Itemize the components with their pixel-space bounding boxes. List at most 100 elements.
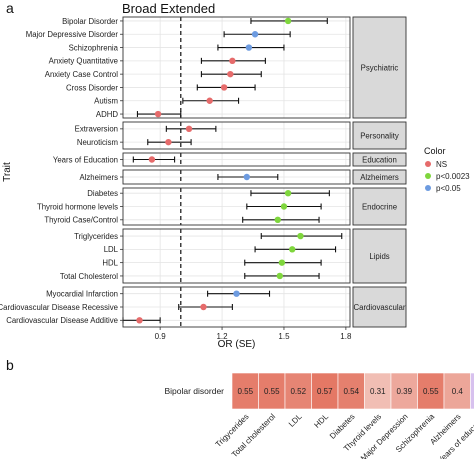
plot-panel-bg-personality	[123, 122, 350, 149]
point-major-depressive-disorder	[251, 31, 259, 38]
y-tick-label-total-cholesterol: Total Cholesterol	[60, 272, 118, 281]
point-neuroticism	[165, 138, 172, 146]
y-tick-label-diabetes: Diabetes	[87, 189, 118, 198]
heatmap-row-label: Bipolar disorder	[164, 386, 224, 396]
point-cardiovascular-disease-recessive	[200, 303, 207, 311]
heatmap-value-total-cholesterol: 0.55	[264, 387, 280, 396]
y-tick-label-cross-disorder: Cross Disorder	[66, 83, 118, 92]
plot-panel-border-lipids	[122, 228, 351, 284]
plot-panel-border-personality	[122, 121, 351, 150]
point-schizophrenia	[245, 44, 253, 51]
heatmap-cell-diabetes	[337, 372, 365, 410]
point-total-cholesterol	[276, 272, 284, 280]
y-tick-label-myocardial-infarction: Myocardial Infarction	[46, 290, 118, 299]
facet-strip-endocrine	[352, 187, 407, 226]
y-tick-label-years-of-education: Years of Education	[53, 155, 118, 164]
y-axis-label: Trait	[2, 162, 13, 182]
y-tick-label-triglycerides: Triglycerides	[74, 232, 118, 241]
heatmap-value-thyroid-levels: 0.31	[370, 387, 386, 396]
point-years-of-education	[148, 156, 156, 163]
point-triglycerides	[297, 232, 304, 240]
facet-label-personality: Personality	[360, 131, 399, 140]
heatmap-value-diabetes: 0.54	[343, 387, 359, 396]
y-tick-label-hdl: HDL	[102, 258, 118, 267]
facet-strip-personality	[352, 121, 407, 150]
facet-label-endocrine: Endocrine	[362, 202, 397, 211]
panel-b-letter: b	[6, 357, 14, 373]
heatmap-col-label-hdl: HDL	[312, 412, 330, 430]
x-tick-label: 0.9	[155, 332, 167, 341]
heatmap-value-major-depression: 0.39	[396, 387, 412, 396]
facet-strip-lipids	[352, 228, 407, 284]
facet-label-education: Education	[362, 155, 397, 164]
point-cross-disorder	[220, 84, 228, 91]
facet-strip-psychiatric	[352, 16, 407, 119]
plot-panel-border-psychiatric	[122, 16, 351, 119]
x-axis-label: OR (SE)	[218, 339, 256, 350]
y-tick-label-alzheimers: Alzheimers	[79, 173, 118, 182]
heatmap-cell-ldl	[284, 372, 312, 410]
point-extraversion	[185, 125, 193, 133]
point-autism	[206, 97, 213, 104]
point-cardiovascular-disease-additive	[136, 317, 143, 324]
y-tick-label-cardiovascular-disease-recessive: Cardiovascular Disease Recessive	[0, 303, 118, 312]
y-tick-label-thyroid-case-control: Thyroid Case/Control	[44, 216, 118, 225]
panel-a-letter: a	[6, 0, 14, 16]
heatmap-value-schizophrenia: 0.55	[423, 387, 439, 396]
facet-label-psychiatric: Psychiatric	[361, 63, 399, 72]
panel-a-title: Broad Extended	[122, 1, 216, 16]
y-tick-label-bipolar-disorder: Bipolar Disorder	[62, 17, 118, 26]
point-thyroid-case-control	[274, 216, 281, 223]
legend-swatch-ns	[425, 161, 431, 167]
y-tick-label-anxiety-case-control: Anxiety Case Control	[45, 70, 119, 79]
heatmap-cell-alzheimers	[443, 372, 471, 410]
point-alzheimers	[243, 173, 251, 181]
y-tick-label-thyroid-hormone-levels: Thyroid hormone levels	[37, 202, 118, 211]
heatmap-cell-hdl	[311, 372, 339, 410]
heatmap-cell-years-of-education	[470, 372, 474, 410]
y-tick-label-autism: Autism	[94, 97, 118, 106]
legend-swatch-p-0-05	[425, 185, 431, 191]
legend-title: Color	[424, 146, 446, 156]
point-diabetes	[284, 190, 292, 197]
heatmap-value-hdl: 0.57	[317, 387, 333, 396]
heatmap-cell-major-depression	[390, 372, 418, 410]
point-anxiety-quantitative	[229, 57, 236, 65]
facet-strip-alzheimers	[352, 169, 407, 185]
x-tick-label: 1.5	[278, 332, 290, 341]
heatmap-cell-trigycerides	[231, 372, 259, 410]
heatmap-cell-schizophrenia	[417, 372, 445, 410]
point-myocardial-infarction	[233, 290, 240, 297]
facet-label-alzheimers: Alzheimers	[360, 173, 399, 182]
x-tick-label: 1.8	[340, 332, 352, 341]
legend-label-p-0-05: p<0.05	[436, 184, 461, 193]
legend-swatch-p-0-0023	[425, 173, 431, 179]
y-tick-label-anxiety-quantitative: Anxiety Quantitative	[49, 57, 118, 66]
point-anxiety-case-control	[227, 70, 234, 78]
plot-panel-bg-psychiatric	[123, 17, 350, 118]
y-tick-label-schizophrenia: Schizophrenia	[69, 43, 119, 52]
point-adhd	[154, 110, 162, 118]
heatmap-cell-thyroid-levels	[364, 372, 392, 410]
y-tick-label-extraversion: Extraversion	[75, 125, 118, 134]
heatmap-col-label-ldl: LDL	[287, 412, 304, 429]
y-tick-label-major-depressive-disorder: Major Depressive Disorder	[26, 30, 119, 39]
facet-label-cardiovascular: Cardiovascular	[353, 303, 405, 312]
facet-strip-cardiovascular	[352, 286, 407, 328]
plot-panel-border-education	[122, 152, 351, 167]
x-tick-label: 1.2	[216, 332, 228, 341]
y-tick-label-cardiovascular-disease-additive: Cardiovascular Disease Additive	[6, 316, 118, 325]
facet-strip-education	[352, 152, 407, 167]
y-tick-label-ldl: LDL	[104, 245, 119, 254]
legend-label-ns: NS	[436, 160, 447, 169]
point-thyroid-hormone-levels	[280, 203, 288, 210]
point-bipolar-disorder	[284, 17, 292, 25]
heatmap-value-ldl: 0.52	[290, 387, 306, 396]
plot-panel-border-alzheimers	[122, 169, 351, 185]
plot-panel-border-endocrine	[122, 187, 351, 226]
heatmap-value-alzheimers: 0.4	[452, 387, 464, 396]
point-ldl	[289, 246, 296, 253]
facet-label-lipids: Lipids	[369, 252, 389, 261]
y-tick-label-adhd: ADHD	[96, 110, 118, 119]
